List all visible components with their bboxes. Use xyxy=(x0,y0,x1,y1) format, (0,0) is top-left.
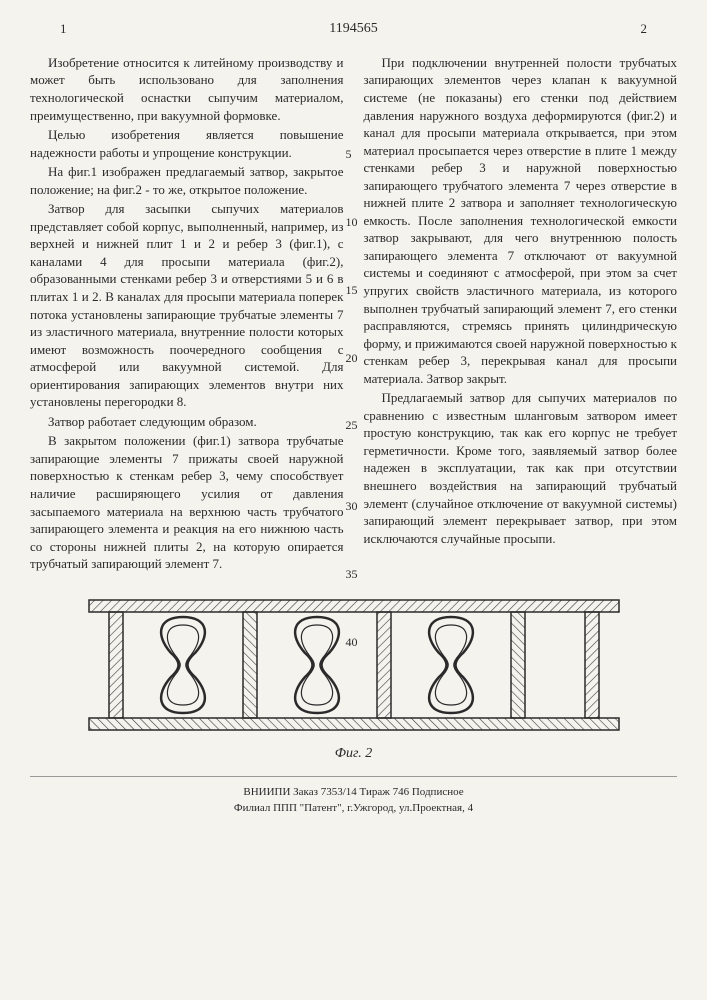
right-column: При подключении внутренней полости трубч… xyxy=(364,54,678,575)
figure-caption: Фиг. 2 xyxy=(30,745,677,764)
line-number: 15 xyxy=(346,282,358,298)
line-number: 25 xyxy=(346,417,358,433)
paragraph: В закрытом положении (фиг.1) затвора тру… xyxy=(30,432,344,572)
line-number: 40 xyxy=(346,634,358,650)
line-number: 20 xyxy=(346,350,358,366)
page-header: 1 1194565 2 xyxy=(30,20,677,39)
paragraph: Затвор работает следующим образом. xyxy=(30,413,344,431)
line-number: 30 xyxy=(346,498,358,514)
paragraph: Целью изобретения является повышение над… xyxy=(30,126,344,161)
paragraph: Затвор для засыпки сыпучих материалов пр… xyxy=(30,200,344,411)
paragraph: Предлагаемый затвор для сыпучих материал… xyxy=(364,389,678,547)
document-number: 1194565 xyxy=(67,20,641,39)
left-column: Изобретение относится к литейному произв… xyxy=(30,54,344,575)
right-page-number: 2 xyxy=(641,20,648,39)
footer: ВНИИПИ Заказ 7353/14 Тираж 746 Подписное… xyxy=(30,776,677,817)
text-columns: Изобретение относится к литейному произв… xyxy=(30,54,677,575)
figure-2-diagram xyxy=(79,590,629,740)
footer-line-1: ВНИИПИ Заказ 7353/14 Тираж 746 Подписное xyxy=(30,785,677,800)
footer-line-2: Филиал ППП "Патент", г.Ужгород, ул.Проек… xyxy=(30,801,677,816)
line-number: 10 xyxy=(346,214,358,230)
paragraph: Изобретение относится к литейному произв… xyxy=(30,54,344,124)
paragraph: При подключении внутренней полости трубч… xyxy=(364,54,678,387)
paragraph: На фиг.1 изображен предлагаемый затвор, … xyxy=(30,163,344,198)
figure-2: Фиг. 2 xyxy=(30,590,677,764)
line-number: 35 xyxy=(346,566,358,582)
line-number: 5 xyxy=(346,146,352,162)
